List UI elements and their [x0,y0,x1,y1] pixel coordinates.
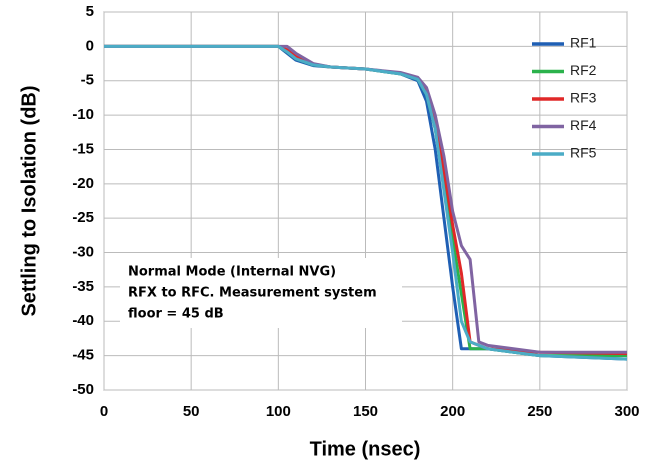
y-tick-label: -40 [72,312,94,329]
legend-label: RF3 [570,90,597,106]
legend-label: RF4 [570,117,597,133]
x-tick-label: 0 [100,403,108,420]
annotation-box [120,258,402,328]
y-tick-label: -15 [72,140,94,157]
y-tick-label: -5 [81,72,94,89]
y-tick-label: -30 [72,244,94,261]
y-axis-label: Settling to Isolation (dB) [18,85,40,316]
x-tick-label: 250 [527,403,552,420]
annotation: Normal Mode (Internal NVG) [128,265,336,280]
series-line [104,44,627,354]
series-line [104,44,628,361]
legend-label: RF2 [570,62,597,78]
y-tick-label: -20 [72,175,94,192]
x-tick-label: 50 [183,403,200,420]
y-tick-label: 5 [86,3,94,20]
y-tick-label: -45 [72,347,94,364]
y-tick-label: 0 [86,37,94,54]
y-tick-label: -35 [72,278,94,295]
x-axis-label: Time (nsec) [310,438,421,460]
annotation: floor = 45 dB [128,307,224,322]
y-tick-label: -25 [72,209,94,226]
y-tick-label: -10 [72,106,94,123]
x-tick-label: 200 [440,403,465,420]
annotation: RFX to RFC. Measurement system [128,286,377,301]
x-tick-label: 300 [614,403,639,420]
x-tick-label: 150 [353,403,378,420]
x-tick-label: 100 [266,403,291,420]
legend-label: RF5 [570,145,597,161]
y-tick-label: -50 [72,381,94,398]
legend-label: RF1 [570,35,597,51]
